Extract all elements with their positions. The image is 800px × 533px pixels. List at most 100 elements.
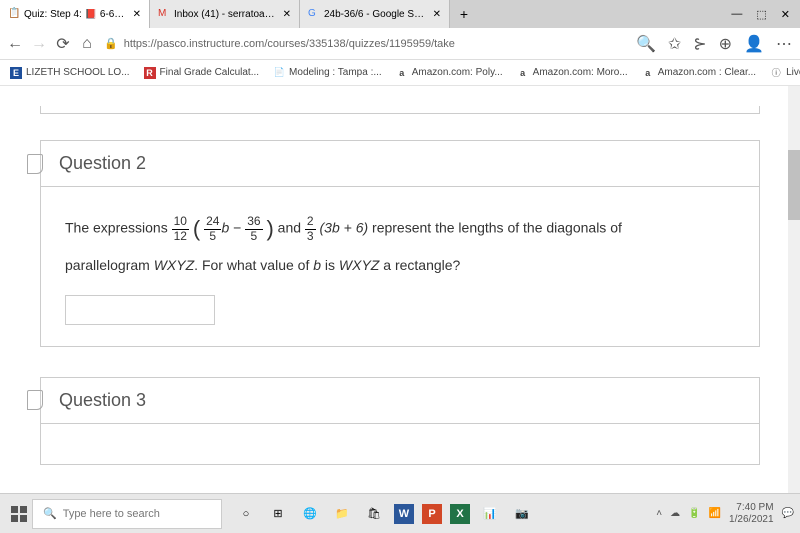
bookmark-icon: E xyxy=(10,67,22,79)
zoom-icon[interactable]: 🔍 xyxy=(636,34,656,54)
refresh-button[interactable]: ⟳ xyxy=(56,34,70,54)
notifications-icon[interactable]: 💬 xyxy=(782,508,794,519)
bookmark-label: Amazon.com: Moro... xyxy=(533,67,628,78)
page-icon: 📄 xyxy=(273,67,285,79)
bookmark-label: Amazon.com: Poly... xyxy=(412,67,503,78)
wxyz: WXYZ xyxy=(154,257,194,273)
question-2-card: Question 2 The expressions 1012 ( 245b −… xyxy=(40,140,760,347)
bookmark-amazon-clear[interactable]: a Amazon.com : Clear... xyxy=(642,67,756,79)
canvas-icon: 📋 xyxy=(8,8,20,20)
amazon-icon: a xyxy=(642,67,654,79)
question-title: Question 3 xyxy=(59,390,146,411)
fraction: 245 xyxy=(204,215,221,242)
bookmark-label: Live in the Sunshine... xyxy=(786,67,800,78)
store-icon[interactable]: 🛍 xyxy=(362,502,386,526)
tab-quiz[interactable]: 📋 Quiz: Step 4: 📕 6-6 Lesson Quiz ✕ xyxy=(0,0,150,28)
scrollbar-thumb[interactable] xyxy=(788,150,800,220)
taskbar: 🔍 Type here to search ○ ⊞ 🌐 📁 🛍 W P X 📊 … xyxy=(0,493,800,533)
bookmark-amazon-moro[interactable]: a Amazon.com: Moro... xyxy=(517,67,628,79)
favorites-icon[interactable]: ⊱ xyxy=(693,34,706,54)
tab-label: Inbox (41) - serratoari@gmail.co xyxy=(174,9,275,20)
close-icon[interactable]: ✕ xyxy=(433,9,441,20)
tab-google[interactable]: G 24b-36/6 - Google Search ✕ xyxy=(300,0,450,28)
clock[interactable]: 7:40 PM 1/26/2021 xyxy=(729,502,774,526)
question-title: Question 2 xyxy=(59,153,146,174)
bookmark-label: LIZETH SCHOOL LO... xyxy=(26,67,130,78)
info-icon: ⓘ xyxy=(770,67,782,79)
explorer-icon[interactable]: 📁 xyxy=(330,502,354,526)
app-icon[interactable]: 📊 xyxy=(478,502,502,526)
page-content: Question 2 The expressions 1012 ( 245b −… xyxy=(0,86,800,493)
word-icon[interactable]: W xyxy=(394,504,414,524)
tab-gmail[interactable]: M Inbox (41) - serratoari@gmail.co ✕ xyxy=(150,0,300,28)
question-3-card: Question 3 xyxy=(40,377,760,465)
bookmark-final-grade[interactable]: R Final Grade Calculat... xyxy=(144,67,260,79)
collections-icon[interactable]: ⊕ xyxy=(719,34,732,54)
powerpoint-icon[interactable]: P xyxy=(422,504,442,524)
paren-open: ( xyxy=(193,216,200,241)
variable-b: b xyxy=(313,257,321,273)
tray-chevron[interactable]: ˄ xyxy=(656,508,662,519)
minus: − xyxy=(233,220,245,236)
close-icon[interactable]: ✕ xyxy=(133,9,141,20)
text-segment: . For what value of xyxy=(194,257,313,273)
variable-b: b xyxy=(221,220,229,236)
text-segment: parallelogram xyxy=(65,257,154,273)
fraction: 23 xyxy=(305,215,316,242)
edge-icon[interactable]: 🌐 xyxy=(298,502,322,526)
tab-label: Quiz: Step 4: 📕 6-6 Lesson Quiz xyxy=(24,9,125,20)
date: 1/26/2021 xyxy=(729,514,774,526)
question-body xyxy=(41,424,759,464)
bookmark-modeling[interactable]: 📄 Modeling : Tampa :... xyxy=(273,67,382,79)
search-icon: 🔍 xyxy=(43,507,57,520)
question-text: The expressions 1012 ( 245b − 365 ) and … xyxy=(65,207,735,251)
bookmark-label: Modeling : Tampa :... xyxy=(289,67,382,78)
window-controls: — ⬚ ✕ xyxy=(721,0,800,28)
maximize-button[interactable]: ⬚ xyxy=(756,8,766,21)
close-button[interactable]: ✕ xyxy=(781,8,790,21)
onedrive-icon[interactable]: ☁ xyxy=(670,508,680,519)
bookmark-lizeth[interactable]: E LIZETH SCHOOL LO... xyxy=(10,67,130,79)
url-field[interactable]: 🔒 https://pasco.instructure.com/courses/… xyxy=(104,37,626,50)
gmail-icon: M xyxy=(158,8,170,20)
bookmarks-bar: E LIZETH SCHOOL LO... R Final Grade Calc… xyxy=(0,60,800,86)
bookmark-sunshine[interactable]: ⓘ Live in the Sunshine... xyxy=(770,67,800,79)
flag-icon[interactable] xyxy=(27,390,43,410)
address-actions: 🔍 ✩ ⊱ ⊕ 👤 ⋯ xyxy=(636,34,792,54)
wifi-icon[interactable]: 📶 xyxy=(709,508,721,519)
text-segment: a rectangle? xyxy=(379,257,460,273)
address-bar: ← → ⟳ ⌂ 🔒 https://pasco.instructure.com/… xyxy=(0,28,800,60)
browser-tabs: 📋 Quiz: Step 4: 📕 6-6 Lesson Quiz ✕ M In… xyxy=(0,0,800,28)
battery-icon[interactable]: 🔋 xyxy=(688,508,700,519)
excel-icon[interactable]: X xyxy=(450,504,470,524)
read-icon[interactable]: ✩ xyxy=(668,34,681,54)
question-body: The expressions 1012 ( 245b − 365 ) and … xyxy=(41,187,759,346)
amazon-icon: a xyxy=(396,67,408,79)
minimize-button[interactable]: — xyxy=(731,8,742,20)
menu-icon[interactable]: ⋯ xyxy=(776,34,792,54)
close-icon[interactable]: ✕ xyxy=(283,9,291,20)
text-segment: The expressions xyxy=(65,220,172,236)
search-placeholder: Type here to search xyxy=(63,508,160,520)
bookmark-label: Final Grade Calculat... xyxy=(160,67,260,78)
new-tab-button[interactable]: + xyxy=(450,0,478,28)
system-tray: ˄ ☁ 🔋 📶 7:40 PM 1/26/2021 💬 xyxy=(656,502,794,526)
taskview-icon[interactable]: ⊞ xyxy=(266,502,290,526)
bookmark-label: Amazon.com : Clear... xyxy=(658,67,756,78)
amazon-icon: a xyxy=(517,67,529,79)
scrollbar-track xyxy=(788,86,800,493)
cortana-icon[interactable]: ○ xyxy=(234,502,258,526)
bookmark-amazon-poly[interactable]: a Amazon.com: Poly... xyxy=(396,67,503,79)
forward-button[interactable]: → xyxy=(32,35,46,53)
start-button[interactable] xyxy=(6,501,32,527)
camera-icon[interactable]: 📷 xyxy=(510,502,534,526)
taskbar-search[interactable]: 🔍 Type here to search xyxy=(32,499,222,529)
home-button[interactable]: ⌂ xyxy=(80,35,94,53)
task-icons: ○ ⊞ 🌐 📁 🛍 W P X 📊 📷 xyxy=(234,502,534,526)
answer-input[interactable] xyxy=(65,295,215,325)
profile-icon[interactable]: 👤 xyxy=(744,34,764,54)
google-icon: G xyxy=(308,8,320,20)
fraction: 1012 xyxy=(172,215,189,242)
back-button[interactable]: ← xyxy=(8,35,22,53)
flag-icon[interactable] xyxy=(27,154,43,174)
